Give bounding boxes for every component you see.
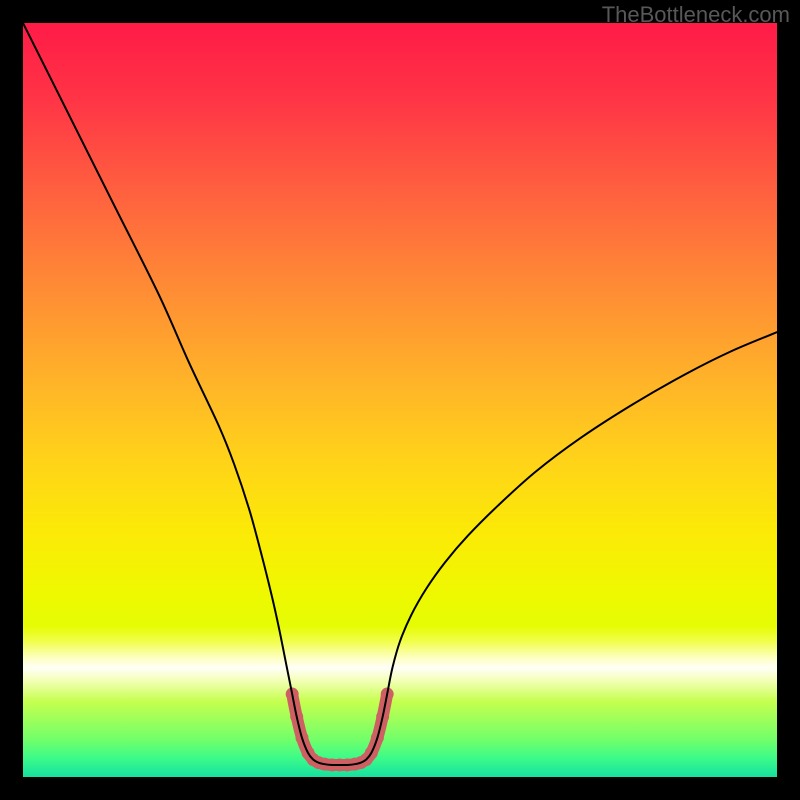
watermark-text: TheBottleneck.com (602, 2, 790, 28)
chart-svg (23, 23, 777, 777)
chart-background (23, 23, 777, 777)
chart-plot-area (23, 23, 777, 777)
